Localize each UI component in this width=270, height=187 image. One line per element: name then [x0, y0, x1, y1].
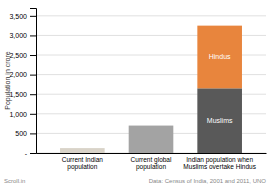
x-tick: Current globalpopulation — [131, 156, 172, 171]
bar — [197, 88, 242, 153]
y-tick-mark — [30, 75, 36, 76]
segment-label: Hindus — [209, 53, 231, 60]
y-tick: 3,000 — [9, 32, 36, 39]
grid — [36, 16, 266, 153]
y-tick: 3,500 — [9, 13, 36, 20]
bar — [197, 26, 242, 89]
y-axis: - 500 1,000 1,500 2,000 2,500 3,000 3,500 — [9, 9, 36, 157]
y-tick-mark — [30, 16, 36, 17]
y-axis-line — [30, 9, 37, 154]
y-tick-mark — [30, 55, 36, 56]
plot: Muslims Hindus - 500 1,000 1,500 2,000 2,500 3,0… — [9, 9, 266, 172]
bars — [60, 26, 242, 153]
y-tick-label: - — [25, 150, 28, 157]
y-tick: 2,500 — [9, 52, 36, 59]
y-tick-label: 3,500 — [9, 13, 27, 20]
x-tick: Current Indianpopulation — [62, 156, 104, 171]
y-tick-label: 1,000 — [9, 111, 27, 118]
y-tick-mark — [30, 35, 36, 36]
x-axis-line — [37, 153, 267, 154]
x-axis: Current Indianpopulation Current globalpo… — [37, 154, 267, 172]
grid-line — [36, 15, 266, 16]
y-tick-label: 2,500 — [9, 52, 27, 59]
y-tick-label: 1,500 — [9, 91, 27, 98]
y-axis-title: Population in crore — [4, 51, 12, 109]
annotation: Data: Census of India, 2001 and 2011, UN… — [149, 178, 267, 184]
y-tick-mark — [30, 133, 36, 134]
bar — [129, 126, 174, 153]
y-tick: 1,500 — [9, 91, 36, 98]
y-tick-label: 3,000 — [9, 32, 27, 39]
y-tick-mark — [30, 153, 36, 154]
x-tick-label: Current Indianpopulation — [62, 156, 104, 171]
x-tick-label: Indian population whenMuslims overtake H… — [183, 156, 256, 170]
bar — [60, 148, 105, 153]
y-tick: 2,000 — [9, 71, 36, 78]
segment-label: Muslims — [207, 117, 233, 124]
segment-labels: Muslims Hindus — [207, 53, 233, 124]
x-tick-label: Current globalpopulation — [131, 156, 172, 171]
y-tick: 500 — [15, 130, 36, 137]
y-tick-label: 500 — [15, 130, 27, 137]
annotation: Scroll.in — [4, 178, 25, 184]
y-tick-mark — [30, 94, 36, 95]
chart: Muslims Hindus - 500 1,000 1,500 2,000 2,500 3,0… — [0, 0, 270, 187]
y-tick-label: 2,000 — [9, 71, 27, 78]
x-tick: Indian population whenMuslims overtake H… — [183, 156, 256, 170]
y-tick-mark — [30, 114, 36, 115]
y-tick: - — [25, 150, 36, 157]
y-tick: 1,000 — [9, 111, 36, 118]
